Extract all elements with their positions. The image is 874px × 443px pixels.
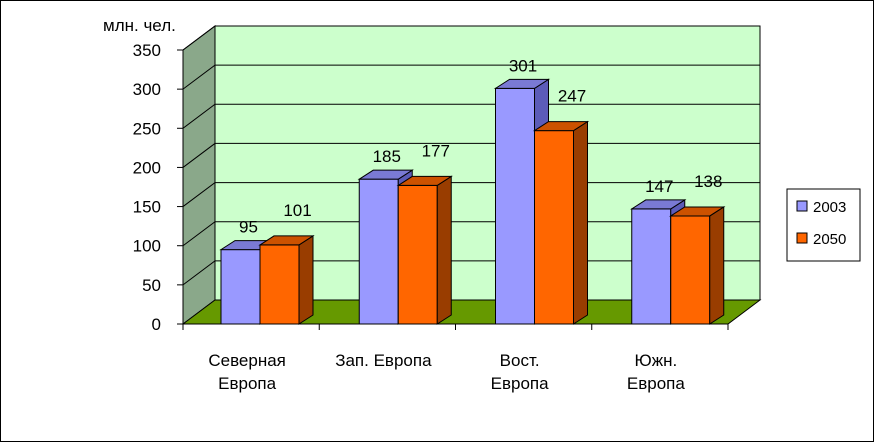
- data-label: 301: [509, 56, 537, 75]
- x-category-label-line: Европа: [627, 374, 685, 393]
- bar-top: [493, 78, 551, 89]
- data-label: 147: [645, 177, 673, 196]
- bar-side: [573, 120, 588, 325]
- legend-swatch: [796, 232, 808, 244]
- data-label: 138: [694, 172, 722, 191]
- bar-side: [298, 235, 314, 325]
- x-category-label-line: Европа: [491, 374, 549, 393]
- data-label: 247: [558, 87, 586, 106]
- y-tick-label: 150: [133, 198, 161, 217]
- bar-front: [534, 130, 574, 325]
- data-label: 177: [422, 141, 450, 160]
- bar-front: [631, 208, 672, 325]
- bar-top: [396, 175, 453, 186]
- x-category-label: Южн. Европа: [627, 351, 685, 393]
- y-axis: 0 50 100 150 200 250 300 350: [133, 41, 184, 334]
- bar-front: [670, 215, 711, 325]
- y-axis-title: млн. чел.: [103, 16, 176, 35]
- bar: [669, 206, 726, 325]
- bar: [396, 175, 453, 325]
- x-category-label-line: Зап. Европа: [335, 351, 432, 370]
- y-tick-label: 0: [152, 315, 161, 334]
- y-tick-label: 300: [133, 80, 161, 99]
- bar-top: [630, 199, 687, 210]
- x-category-label: Вост. Европа: [491, 351, 549, 393]
- y-tick-label: 50: [142, 276, 161, 295]
- bar: [258, 235, 315, 325]
- legend-swatch: [796, 200, 808, 212]
- bar-side: [436, 175, 452, 325]
- bar: [532, 120, 590, 325]
- gridline: [182, 25, 760, 51]
- bars: [219, 78, 726, 325]
- gridline: [182, 64, 760, 90]
- y-tick-label: 250: [133, 119, 161, 138]
- bar-side: [709, 206, 725, 325]
- y-tick-label: 200: [133, 158, 161, 177]
- bar-front: [495, 87, 535, 325]
- bar-top: [357, 169, 414, 180]
- data-label: 95: [239, 218, 258, 237]
- bar-top: [669, 206, 726, 217]
- bar-front: [220, 249, 261, 325]
- legend-label: 2003: [813, 199, 846, 216]
- bar-top: [532, 121, 590, 132]
- y-tick-label: 350: [133, 41, 161, 60]
- bar-top: [258, 235, 315, 246]
- x-category-label-line: Северная: [208, 351, 286, 370]
- data-labels: 95 101 185 177 301 247 147 138: [239, 56, 722, 236]
- x-category-label-line: Европа: [218, 374, 276, 393]
- x-category-label-line: Вост.: [500, 351, 540, 370]
- side-wall: [182, 25, 216, 325]
- x-category-label-line: Южн.: [635, 351, 678, 370]
- gridline: [182, 103, 760, 129]
- x-category-label: Северная Европа: [208, 351, 286, 393]
- y-tick-label: 100: [133, 237, 161, 256]
- data-label: 185: [373, 147, 401, 166]
- legend: 2003 2050: [786, 188, 861, 262]
- bar-front: [259, 244, 300, 325]
- bar-front: [397, 184, 438, 325]
- bar-front: [358, 178, 399, 325]
- data-label: 101: [283, 201, 311, 220]
- legend-label: 2050: [813, 231, 846, 248]
- x-category-label: Зап. Европа: [335, 351, 432, 370]
